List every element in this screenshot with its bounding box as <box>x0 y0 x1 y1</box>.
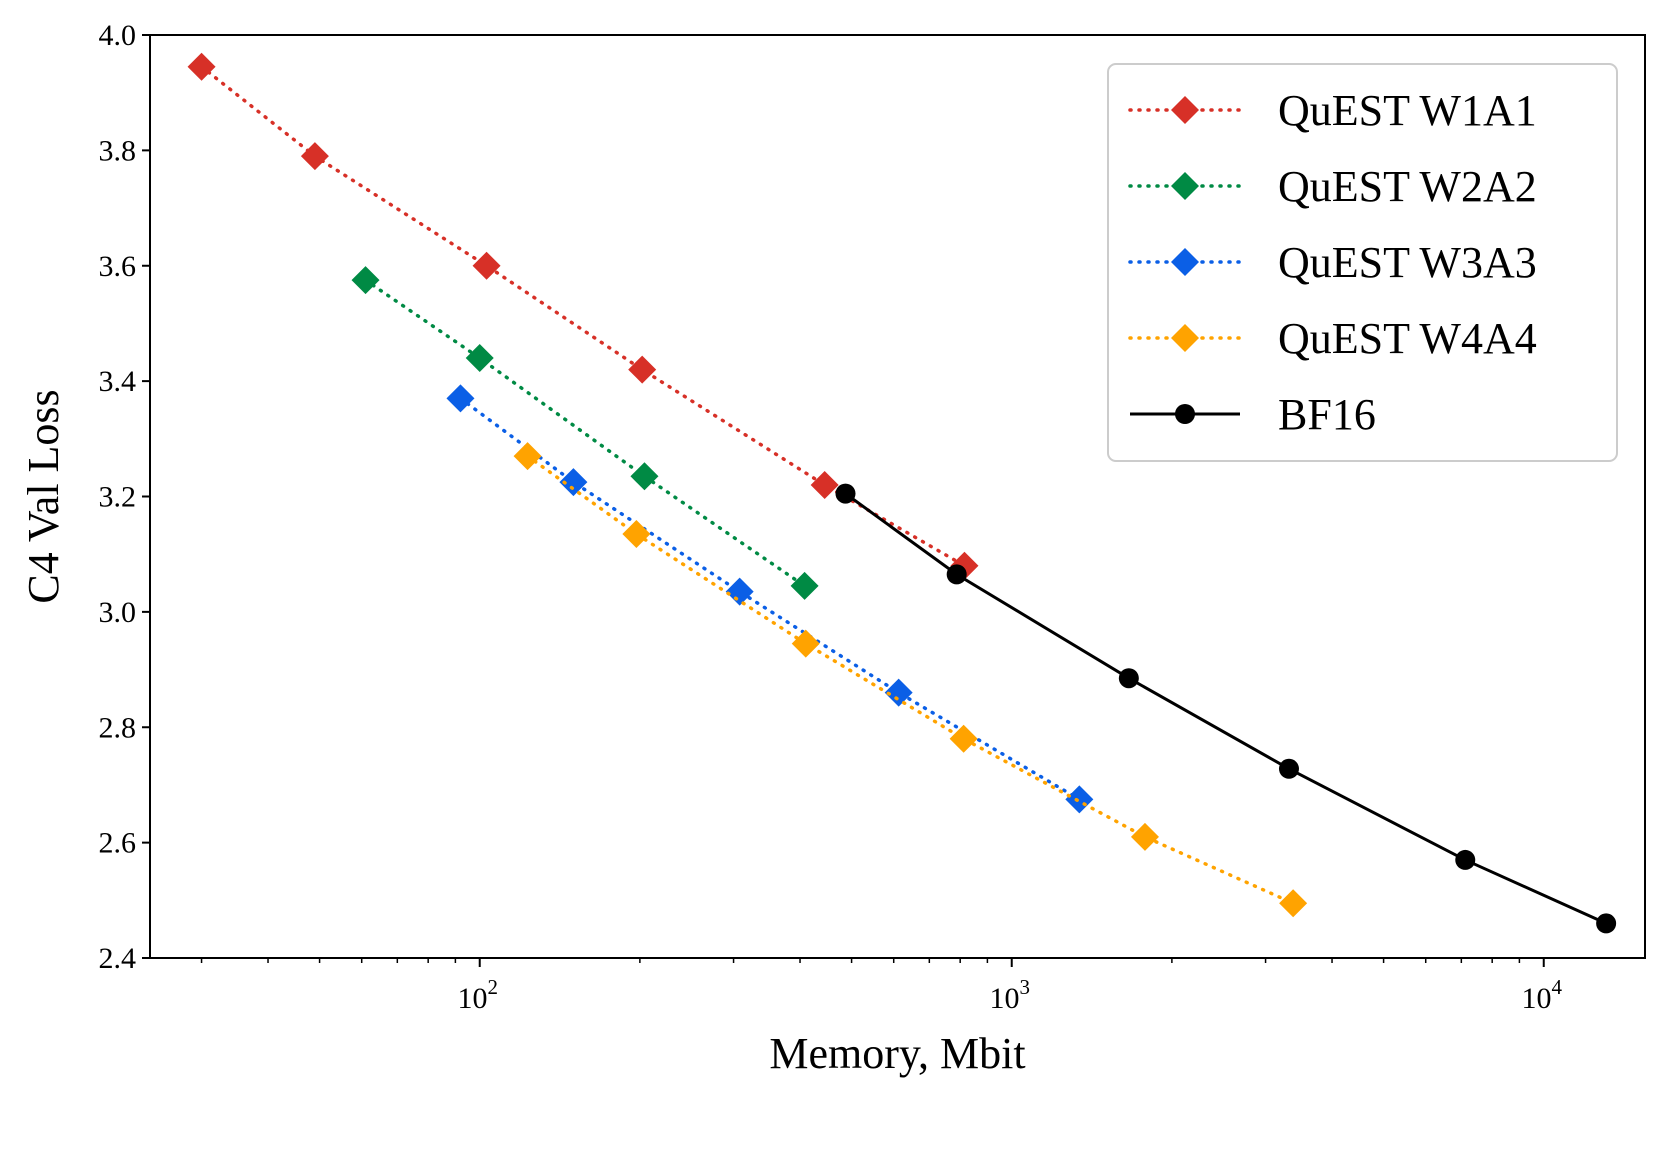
data-point <box>446 384 475 413</box>
data-point <box>1065 785 1094 814</box>
legend-item: BF16 <box>1130 390 1376 439</box>
y-tick-label: 3.8 <box>99 134 137 167</box>
y-tick-label: 4.0 <box>99 19 137 52</box>
data-point <box>187 52 216 81</box>
legend-box <box>1107 63 1618 462</box>
data-point <box>472 251 501 280</box>
x-tick-label: 104 <box>1521 975 1562 1015</box>
y-tick-label: 3.0 <box>99 596 137 629</box>
y-tick-label: 2.4 <box>99 942 137 975</box>
series-quest-w3a3 <box>446 384 1094 814</box>
ticks-layer: 2.4 2.6 2.8 3.0 3.2 3.4 3.6 3.8 4.0 102 103 104 <box>99 19 1563 1015</box>
series-quest-w4a4 <box>513 442 1308 918</box>
data-point <box>628 355 657 384</box>
y-tick-label: 3.4 <box>99 365 137 398</box>
y-axis-label: C4 Val Loss <box>19 389 68 603</box>
y-tick-label: 3.2 <box>99 481 137 514</box>
data-point <box>559 468 588 497</box>
data-point <box>1455 849 1476 870</box>
legend-marker <box>1171 96 1199 124</box>
data-point <box>1596 913 1617 934</box>
data-point <box>1130 822 1159 851</box>
data-point <box>949 724 978 753</box>
legend-marker <box>1175 404 1195 424</box>
legend-label: QuEST W1A1 <box>1278 86 1537 135</box>
data-point <box>791 629 820 658</box>
data-point <box>810 470 839 499</box>
legend-label: BF16 <box>1278 390 1376 439</box>
x-axis-label: Memory, Mbit <box>769 1029 1025 1078</box>
data-point <box>884 678 913 707</box>
legend-label: QuEST W3A3 <box>1278 238 1537 287</box>
data-point <box>351 266 380 295</box>
series-line <box>199 64 967 568</box>
legend-item: QuEST W4A4 <box>1128 314 1537 363</box>
x-tick-label: 103 <box>989 975 1030 1015</box>
series-line <box>525 454 1295 905</box>
legend-item: QuEST W3A3 <box>1128 238 1537 287</box>
legend-item: QuEST W2A2 <box>1128 162 1537 211</box>
legend-item: QuEST W1A1 <box>1128 86 1537 135</box>
x-tick-label: 102 <box>457 975 498 1015</box>
legend-marker <box>1171 248 1199 276</box>
legend: QuEST W1A1 QuEST W2A2 QuEST W3A3 QuEST W4A4… <box>1107 63 1618 462</box>
series-quest-w1a1 <box>187 52 979 580</box>
legend-marker <box>1171 324 1199 352</box>
data-point <box>725 577 754 606</box>
data-point <box>1118 668 1139 689</box>
legend-marker <box>1171 172 1199 200</box>
data-point <box>630 462 659 491</box>
series-line <box>458 396 1082 802</box>
legend-label: QuEST W4A4 <box>1278 314 1537 363</box>
data-point <box>946 564 967 585</box>
y-tick-label: 2.6 <box>99 827 137 860</box>
legend-label: QuEST W2A2 <box>1278 162 1537 211</box>
series-quest-w2a2 <box>351 266 819 600</box>
y-tick-label: 3.6 <box>99 250 137 283</box>
series-line <box>844 492 1607 925</box>
data-point <box>790 571 819 600</box>
y-tick-label: 2.8 <box>99 711 137 744</box>
data-point <box>300 142 329 171</box>
series-line <box>363 278 807 588</box>
data-point <box>465 344 494 373</box>
data-point <box>1278 758 1299 779</box>
data-point <box>622 519 651 548</box>
data-point <box>835 483 856 504</box>
data-point <box>513 442 542 471</box>
data-point <box>1279 889 1308 918</box>
series-layer <box>187 52 1617 934</box>
series-bf16 <box>835 483 1617 934</box>
